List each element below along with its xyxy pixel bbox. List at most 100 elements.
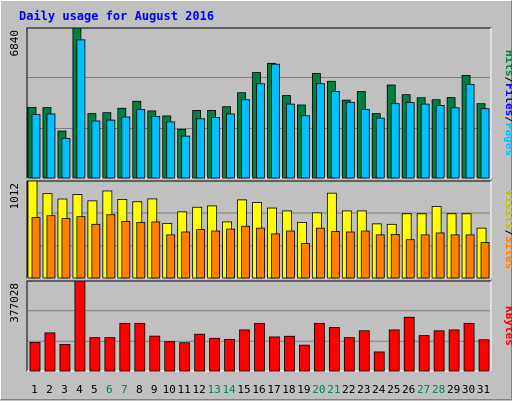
kbytes-bar [104, 337, 116, 372]
sites-bar [375, 234, 385, 279]
kbytes-bar [388, 329, 400, 372]
x-tick-label: 25 [387, 383, 400, 396]
sites-bar [46, 215, 56, 279]
x-tick-label: 24 [372, 383, 386, 396]
files-bar [31, 114, 41, 179]
x-tick-label: 5 [91, 383, 98, 396]
x-tick-label: 7 [121, 383, 128, 396]
sites-bar [241, 225, 250, 279]
kbytes-bar [224, 338, 235, 372]
kbytes-bar [403, 316, 415, 372]
x-tick-label: 17 [267, 383, 280, 396]
sites-bar [226, 228, 235, 279]
sites-bar [61, 218, 71, 279]
legend-hits-panel: Hits/Files/Pages [503, 50, 512, 156]
x-tick-label: 4 [76, 383, 83, 396]
sites-bar [301, 243, 310, 279]
sites-bar [330, 231, 340, 279]
kbytes-bar [299, 344, 310, 372]
kbytes-bar [164, 341, 176, 372]
y-max-label-visits: 1012 [8, 183, 21, 210]
chart-title: Daily usage for August 2016 [19, 9, 215, 23]
kbytes-bar [239, 329, 250, 372]
kbytes-bar [269, 336, 280, 372]
legend-kbytes: KBytes [503, 306, 512, 346]
files-bar [405, 102, 415, 179]
files-bar [61, 137, 71, 179]
files-bar [241, 99, 250, 179]
sites-bar [211, 230, 221, 279]
files-bar [226, 113, 235, 179]
x-tick-label: 18 [282, 383, 295, 396]
x-tick-label: 23 [357, 383, 370, 396]
kbytes-bar [29, 342, 41, 372]
x-tick-label: 31 [477, 383, 490, 396]
sites-bar [465, 234, 475, 279]
files-bar [420, 103, 430, 179]
files-bar [256, 83, 265, 179]
x-tick-label: 26 [402, 383, 415, 396]
files-bar [121, 116, 131, 179]
legend-hits: Hits [503, 50, 512, 77]
files-bar [360, 109, 370, 179]
x-tick-label: 9 [151, 383, 158, 396]
kbytes-bar [463, 322, 475, 372]
sites-bar [166, 234, 176, 279]
sites-bar [196, 229, 206, 279]
kbytes-bar [313, 322, 325, 372]
files-bar [196, 118, 206, 179]
kbytes-bar [343, 337, 355, 372]
sites-bar [405, 239, 415, 279]
files-bar [76, 39, 86, 179]
kbytes-bar [44, 332, 56, 372]
sites-bar [181, 231, 191, 279]
kbytes-bar [89, 337, 101, 372]
kbytes-bar [433, 330, 445, 372]
sites-bar [480, 242, 490, 279]
files-bar [181, 135, 191, 179]
x-tick-label: 19 [297, 383, 310, 396]
x-tick-label: 6 [106, 383, 113, 396]
files-bar [211, 117, 221, 179]
files-bar [136, 109, 146, 179]
legend-sites: Sites [503, 236, 512, 269]
kbytes-bar [74, 280, 86, 372]
legend-pages: Pages [503, 123, 512, 156]
kbytes-bar [149, 335, 161, 372]
sites-bar [76, 216, 86, 279]
x-tick-label: 2 [46, 383, 53, 396]
x-tick-label: 12 [193, 383, 206, 396]
x-tick-label: 22 [342, 383, 355, 396]
legend-kbytes-panel: KBytes [503, 306, 512, 346]
x-tick-label: 27 [417, 383, 430, 396]
sites-bar [136, 222, 146, 279]
kbytes-bar [373, 351, 385, 372]
files-bar [106, 119, 116, 179]
legend-files: Files [503, 83, 512, 116]
files-bar [166, 121, 176, 179]
x-tick-label: 11 [178, 383, 191, 396]
sites-bar [390, 233, 400, 279]
y-max-label-hits: 6840 [8, 30, 21, 57]
x-tick-label: 10 [163, 383, 176, 396]
kbytes-bar [209, 337, 221, 372]
x-tick-label: 30 [462, 383, 475, 396]
x-tick-label: 13 [207, 383, 220, 396]
x-tick-label: 21 [327, 383, 340, 396]
sites-bar [435, 232, 445, 279]
x-tick-label: 8 [136, 383, 143, 396]
kbytes-bar [478, 339, 490, 372]
files-bar [465, 83, 475, 179]
x-tick-label: 28 [432, 383, 445, 396]
files-bar [286, 103, 295, 179]
sites-bar [450, 234, 460, 279]
sites-bar [151, 221, 161, 279]
kbytes-bar [448, 329, 460, 372]
files-bar [315, 83, 325, 179]
files-bar [301, 115, 310, 179]
files-bar [390, 103, 400, 179]
sites-bar [345, 231, 355, 279]
x-tick-label: 29 [447, 383, 460, 396]
